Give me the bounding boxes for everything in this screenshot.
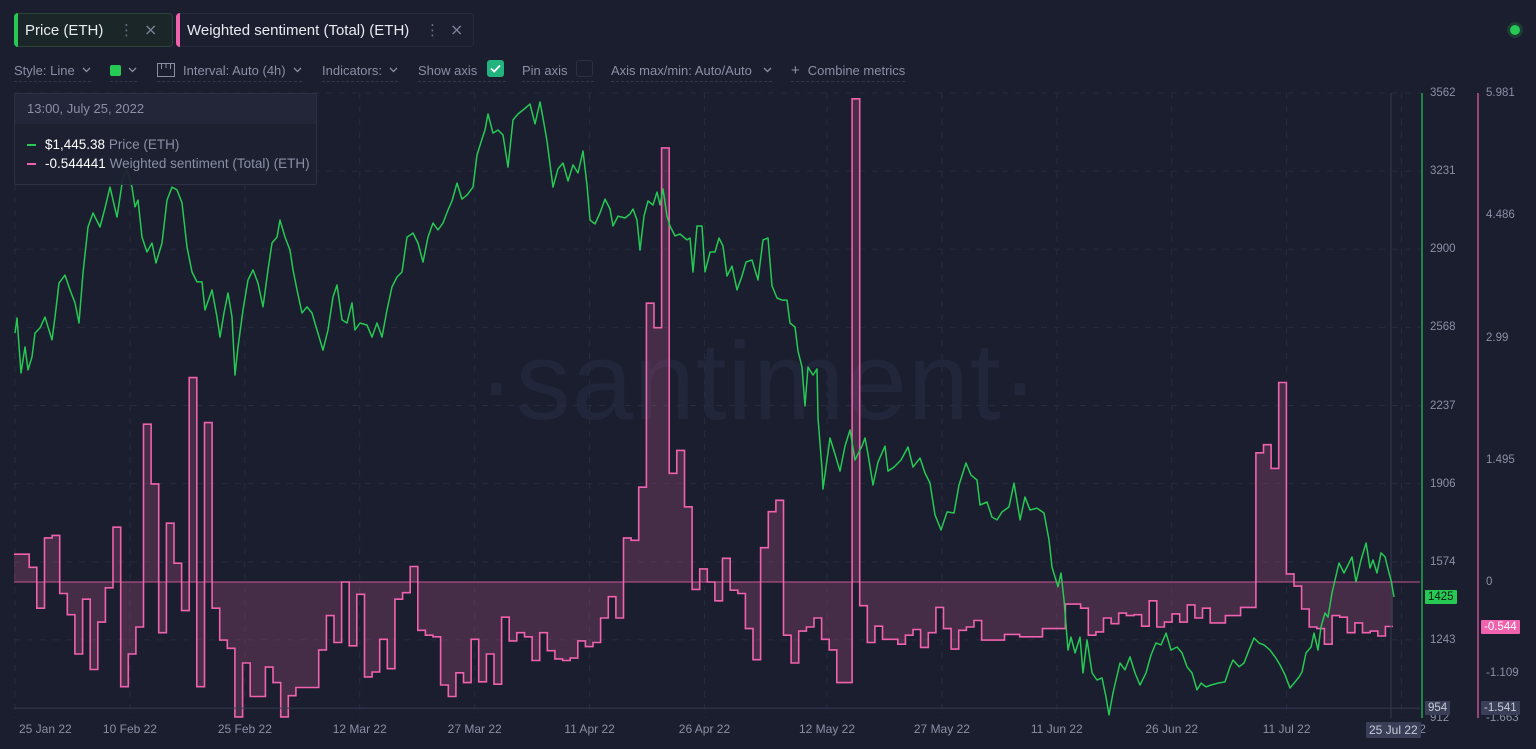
price-last-value-badge: 1425 bbox=[1425, 590, 1457, 604]
date-axis-tick: 27 Mar 22 bbox=[447, 722, 502, 736]
pin-axis-toggle[interactable]: Pin axis bbox=[522, 60, 594, 82]
date-axis-tick: 27 May 22 bbox=[913, 722, 970, 736]
date-axis-tick: 11 Jul 22 bbox=[1262, 722, 1311, 736]
style-dropdown[interactable]: Style: Line bbox=[14, 60, 91, 82]
crosshair-price-badge: 954 bbox=[1425, 701, 1451, 716]
tooltip-value: $1,445.38 bbox=[45, 137, 106, 152]
axis-maxmin-label: Axis max/min: Auto/Auto bbox=[611, 62, 752, 78]
chevron-down-icon bbox=[128, 67, 137, 73]
close-icon[interactable]: × bbox=[144, 20, 158, 39]
price-axis-tick: 1243 bbox=[1430, 633, 1456, 646]
price-axis-tick: 1574 bbox=[1430, 555, 1456, 568]
tooltip-value: -0.544441 bbox=[45, 156, 106, 171]
date-axis-tick: 12 Mar 22 bbox=[332, 722, 387, 736]
chevron-down-icon bbox=[82, 67, 91, 73]
crosshair-date-badge: 25 Jul 22 bbox=[1366, 722, 1421, 738]
combine-metrics-label: Combine metrics bbox=[807, 62, 906, 78]
show-axis-label: Show axis bbox=[418, 62, 478, 78]
color-swatch bbox=[110, 64, 121, 76]
pin-axis-checkbox[interactable] bbox=[576, 60, 593, 77]
santiment-watermark: ·santiment· bbox=[478, 320, 1040, 443]
tooltip-row-sentiment: -0.544441 Weighted sentiment (Total) (ET… bbox=[27, 156, 310, 171]
style-label: Style: Line bbox=[14, 62, 75, 78]
price-axis-tick: 3562 bbox=[1430, 87, 1456, 99]
tooltip-label: Price (ETH) bbox=[108, 137, 180, 152]
sentiment-last-value-badge: -0.544 bbox=[1481, 619, 1520, 634]
price-axis-tick: 1906 bbox=[1430, 477, 1456, 490]
axis-maxmin-dropdown[interactable]: Axis max/min: Auto/Auto bbox=[611, 60, 772, 82]
tab-price-eth[interactable]: Price (ETH) ⋮ × bbox=[14, 13, 173, 47]
date-axis-tick: 10 Feb 22 bbox=[102, 722, 157, 736]
sentiment-axis-tick: 4.486 bbox=[1486, 209, 1515, 222]
chevron-down-icon bbox=[293, 67, 302, 73]
chart-tooltip: 13:00, July 25, 2022 $1,445.38 Price (ET… bbox=[14, 93, 317, 185]
ruler-icon bbox=[157, 63, 175, 77]
tab-weighted-sentiment[interactable]: Weighted sentiment (Total) (ETH) ⋮ × bbox=[176, 13, 474, 47]
tab-label: Weighted sentiment (Total) (ETH) bbox=[187, 22, 410, 39]
price-axis-tick: 2568 bbox=[1430, 321, 1456, 334]
sentiment-axis-tick: 0 bbox=[1486, 576, 1493, 589]
price-axis-tick: 3231 bbox=[1430, 165, 1456, 178]
indicators-dropdown[interactable]: Indicators: bbox=[322, 60, 398, 82]
price-line bbox=[14, 101, 1395, 716]
tooltip-row-price: $1,445.38 Price (ETH) bbox=[27, 137, 179, 152]
price-axis-tick: 2237 bbox=[1430, 399, 1456, 412]
date-axis-tick: 26 Jun 22 bbox=[1145, 722, 1199, 736]
date-axis-tick: 25 Feb 22 bbox=[217, 722, 272, 736]
more-vertical-icon[interactable]: ⋮ bbox=[425, 21, 440, 39]
pin-axis-label: Pin axis bbox=[522, 62, 568, 78]
date-axis-tick: 25 Jan 22 bbox=[19, 722, 72, 736]
chevron-down-icon bbox=[389, 67, 398, 73]
legend-dash-icon bbox=[27, 144, 36, 147]
tooltip-label: Weighted sentiment (Total) (ETH) bbox=[109, 156, 310, 171]
legend-dash-icon bbox=[27, 163, 36, 166]
plus-icon: + bbox=[791, 61, 800, 79]
tooltip-datetime: 13:00, July 25, 2022 bbox=[15, 94, 316, 124]
combine-metrics-button[interactable]: + Combine metrics bbox=[791, 60, 906, 82]
date-axis-tick: 26 Apr 22 bbox=[678, 722, 731, 736]
sentiment-axis-tick: 1.495 bbox=[1486, 453, 1515, 466]
checkmark-icon bbox=[490, 64, 501, 73]
sentiment-axis-tick: 5.981 bbox=[1486, 87, 1515, 99]
interval-label: Interval: Auto (4h) bbox=[183, 62, 286, 78]
date-axis-tick: 12 May 22 bbox=[798, 722, 856, 736]
tab-color-bar bbox=[176, 13, 180, 47]
close-icon[interactable]: × bbox=[450, 20, 464, 39]
date-axis-tick: 11 Jun 22 bbox=[1030, 722, 1083, 736]
tab-label: Price (ETH) bbox=[25, 22, 104, 39]
color-picker-dropdown[interactable] bbox=[110, 60, 137, 82]
indicators-label: Indicators: bbox=[322, 62, 382, 78]
status-dot bbox=[1510, 25, 1520, 35]
tab-color-bar bbox=[14, 13, 18, 47]
interval-dropdown[interactable]: Interval: Auto (4h) bbox=[157, 60, 302, 82]
show-axis-checkbox[interactable] bbox=[487, 60, 504, 77]
show-axis-toggle[interactable]: Show axis bbox=[418, 60, 506, 82]
chevron-down-icon bbox=[763, 67, 772, 73]
sentiment-line bbox=[14, 98, 1393, 718]
price-axis-tick: 2900 bbox=[1430, 243, 1456, 256]
more-vertical-icon[interactable]: ⋮ bbox=[119, 21, 134, 39]
date-axis-tick: 11 Apr 22 bbox=[564, 722, 615, 736]
crosshair-sentiment-badge: -1.541 bbox=[1481, 701, 1520, 716]
sentiment-axis-tick: 2.99 bbox=[1486, 331, 1509, 344]
sentiment-axis-tick: -1.109 bbox=[1486, 666, 1519, 679]
sentiment-area bbox=[14, 98, 1393, 717]
